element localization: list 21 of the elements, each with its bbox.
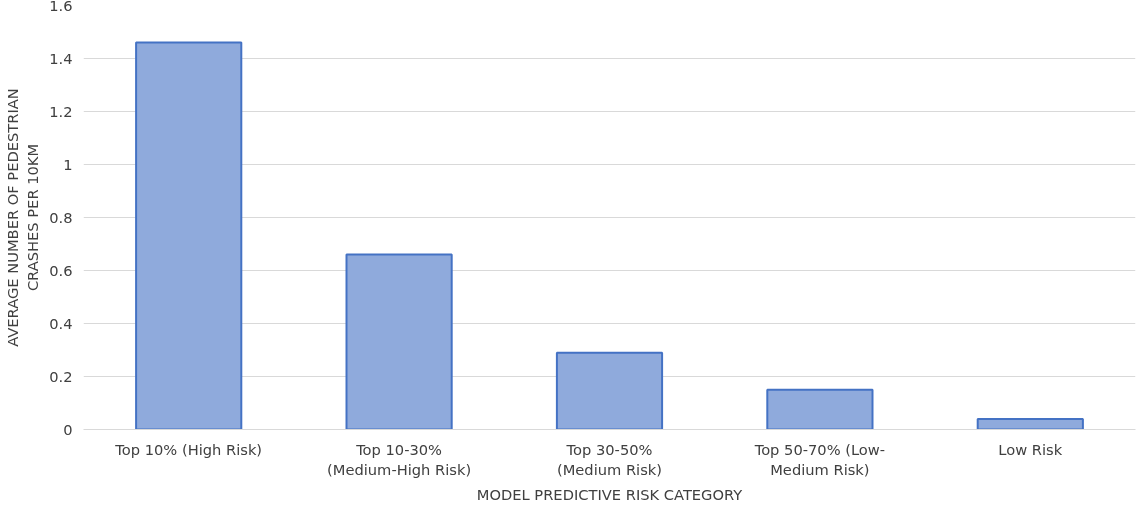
bar [345,253,453,430]
x-tick-label: Top 50-70% (Low- Medium Risk) [753,440,886,478]
x-axis-title: MODEL PREDICTIVE RISK CATEGORY [476,485,743,503]
y-tick-label: 1.6 [49,0,73,14]
bar [766,388,874,430]
y-tick-label: 1.4 [49,49,73,67]
y-tick-label: 0.6 [49,261,73,279]
y-tick-label: 0.4 [49,314,73,332]
y-tick-label: 1 [63,155,73,173]
bar [976,417,1084,430]
y-tick-label: 1.2 [49,102,73,120]
x-tick-label: Top 10-30% (Medium-High Risk) [327,440,472,478]
y-tick-label: 0 [63,420,73,438]
y-tick-label: 0.2 [49,367,73,385]
bar [135,41,243,430]
x-tick-label: Top 30-50% (Medium Risk) [556,440,663,478]
x-tick-label: Top 10% (High Risk) [114,440,263,458]
bar [555,351,664,430]
x-tick-label: Low Risk [998,440,1063,458]
y-axis-title: AVERAGE NUMBER OF PEDESTRIAN CRASHES PER 10KM [3,88,42,347]
y-tick-label: 0.8 [49,208,73,226]
